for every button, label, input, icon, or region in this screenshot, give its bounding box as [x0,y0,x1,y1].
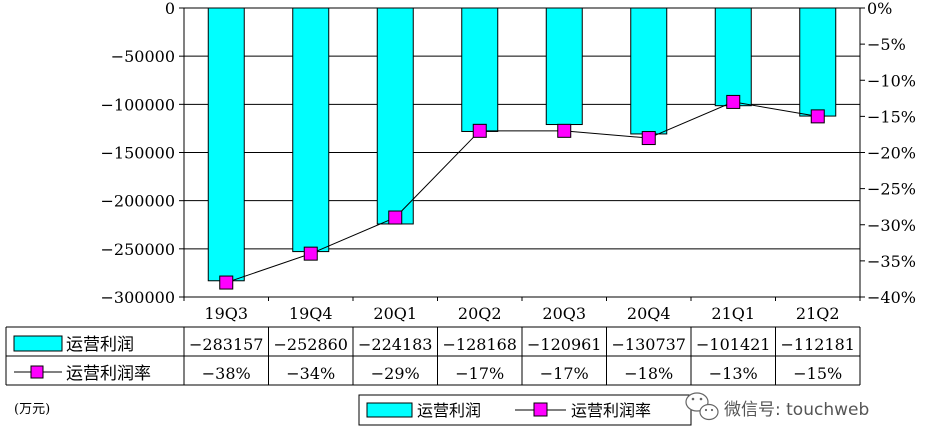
marker-20Q2 [472,123,487,138]
table-cell-margin: −15% [793,364,842,383]
table-cell-margin: −18% [624,364,673,383]
right-tick-label: −25% [867,180,916,199]
wechat-icon [685,392,719,421]
table-cell-profit: −112181 [781,335,855,354]
bar-19Q3 [207,7,245,282]
table-row-label: 运营利润率 [66,364,151,384]
right-tick-label: −20% [867,144,916,163]
table-cell-margin: −17% [540,364,589,383]
margin-line [219,94,825,290]
right-tick-label: 0% [867,0,892,18]
bars [207,7,837,282]
legend-bar-label: 运营利润 [417,401,481,420]
bar-21Q2 [799,7,837,117]
right-axis-ticks: 0% −5% −10% −15% −20% −25% −30% −35% −40% [860,0,916,307]
category-label: 20Q1 [373,304,417,323]
right-tick-label: −15% [867,107,916,126]
marker-20Q4 [641,131,656,146]
category-label: 20Q4 [627,304,671,323]
left-tick-label: −300000 [101,288,175,307]
table-cell-margin: −34% [286,364,335,383]
bar-20Q2 [461,7,499,132]
watermark: 微信号: touchweb [685,392,869,421]
table-cell-margin: −38% [202,364,251,383]
right-tick-label: −35% [867,252,916,271]
bar-20Q4 [630,7,668,135]
legend-line-label: 运营利润率 [571,401,651,420]
table-cell-margin: −29% [371,364,420,383]
left-tick-label: −200000 [101,192,175,211]
table-cell-profit: −101421 [696,335,770,354]
left-tick-label: −100000 [101,95,175,114]
gridlines [184,7,860,298]
bar-19Q4 [292,7,330,253]
right-tick-label: −40% [867,288,916,307]
marker-21Q1 [726,94,741,109]
category-label: 20Q2 [458,304,502,323]
bar-20Q1 [376,7,414,225]
watermark-text: 微信号: touchweb [724,400,869,420]
axes [183,8,861,301]
legend-marker-swatch [533,402,548,417]
marker-21Q2 [810,109,825,124]
unit-note: (万元) [14,402,50,417]
marker-20Q3 [557,123,572,138]
marker-20Q1 [388,210,403,225]
left-tick-label: −150000 [101,144,175,163]
left-axis-ticks: 0 −50000 −100000 −150000 −200000 −250000 −3000… [101,0,184,307]
category-labels: 19Q3 19Q4 20Q1 20Q2 20Q3 20Q4 21Q1 21Q2 [204,304,839,323]
legend: 运营利润 运营利润率 [358,394,692,426]
table-bar-swatch [13,335,63,352]
left-tick-label: 0 [165,0,175,18]
right-tick-label: −10% [867,71,916,90]
bar-20Q3 [545,7,583,126]
right-tick-label: −30% [867,216,916,235]
category-label: 20Q3 [542,304,586,323]
table-row-label: 运营利润 [66,335,134,355]
left-tick-label: −250000 [101,240,175,259]
table-cell-profit: −224183 [358,335,432,354]
legend-bar-swatch [366,402,413,418]
marker-19Q3 [219,275,234,290]
table-cell-profit: −120961 [527,335,601,354]
table-cell-margin: −17% [455,364,504,383]
table-marker-swatch [30,365,44,379]
right-tick-label: −5% [867,35,906,54]
table-cell-profit: −252860 [274,335,348,354]
category-label: 19Q4 [289,304,333,323]
margin-polyline [226,101,818,284]
table-cell-profit: −128168 [443,335,517,354]
table-cell-profit: −130737 [612,335,686,354]
category-label: 21Q2 [796,304,840,323]
marker-19Q4 [303,246,318,261]
table-cell-profit: −283157 [189,335,263,354]
table-cell-margin: −13% [709,364,758,383]
left-tick-label: −50000 [111,47,175,66]
category-label: 19Q3 [204,304,248,323]
category-label: 21Q1 [711,304,755,323]
bar-21Q1 [714,7,752,107]
